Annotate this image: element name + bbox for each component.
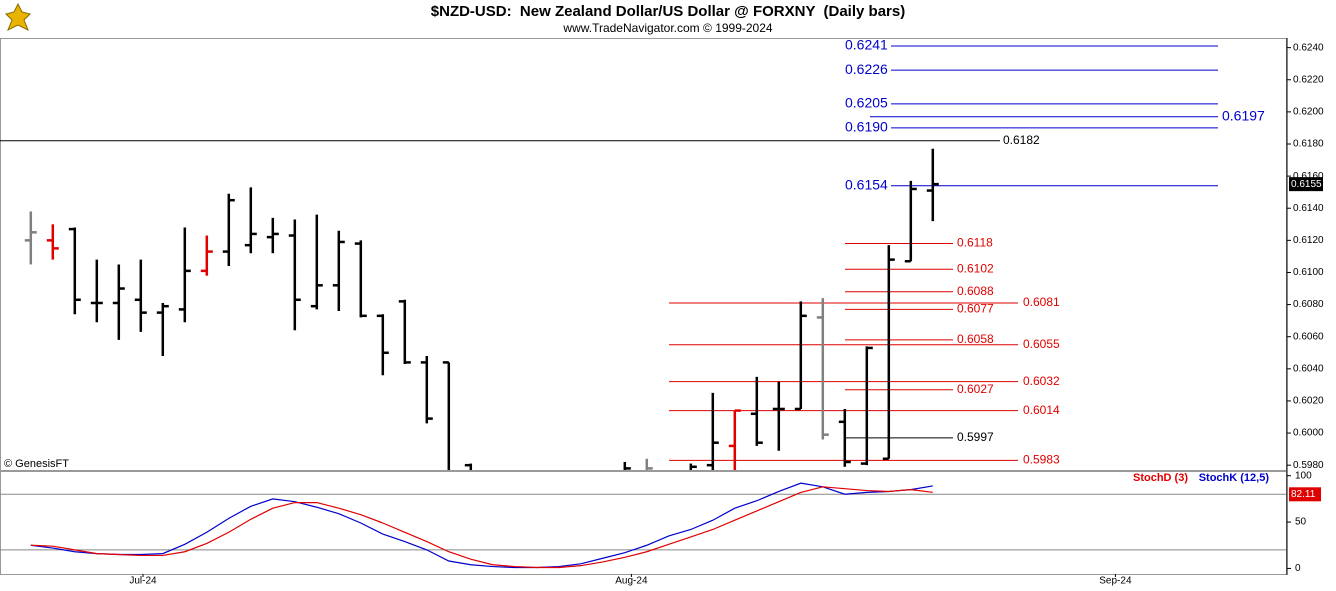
source: © GenesisFT	[4, 458, 69, 470]
level-label: 0.6118	[957, 236, 993, 250]
y-tick-label: 0.6200	[1293, 107, 1324, 118]
y-tick-label: 100	[1295, 470, 1312, 481]
y-tick-label: 0.6060	[1293, 331, 1324, 342]
level-label: 0.6077	[957, 302, 994, 316]
level-label: 0.6027	[957, 382, 994, 396]
legend-entry: StochD (3)	[1133, 472, 1188, 484]
y-tick-label: 0.6120	[1293, 235, 1324, 246]
x-tick-label: Sep-24	[1099, 576, 1132, 587]
stoch-line	[30, 486, 933, 569]
level-label: 0.6226	[845, 61, 888, 77]
y-tick-label: 0.6180	[1293, 139, 1324, 150]
level-label: 0.6182	[1003, 133, 1040, 147]
y-tick-label: 0.6000	[1293, 428, 1324, 439]
y-tick-label: 50	[1295, 517, 1307, 528]
level-label: 0.6014	[1023, 403, 1060, 417]
level-label: 0.6241	[845, 37, 888, 53]
last-price-label: 0.6155	[1291, 179, 1322, 190]
chart-title: $NZD-USD: New Zealand Dollar/US Dollar @…	[431, 3, 905, 20]
x-tick-label: Aug-24	[615, 576, 648, 587]
level-label: 0.6055	[1023, 337, 1060, 351]
level-label: 0.6205	[845, 95, 888, 111]
last-value-box	[1289, 487, 1321, 502]
logo	[5, 2, 31, 32]
level-label: 0.6197	[1222, 107, 1265, 123]
y-tick-label: 0.6220	[1293, 74, 1324, 85]
level-label: 0.6190	[845, 119, 888, 135]
level-label: 0.6088	[957, 284, 994, 298]
y-tick-label: 0.6100	[1293, 267, 1324, 278]
y-tick-label: 0.6040	[1293, 363, 1324, 374]
last-value-label: 82.11	[1291, 489, 1316, 500]
chart-subtitle: www.TradeNavigator.com © 1999-2024	[562, 21, 772, 35]
level-label: 0.6058	[957, 332, 994, 346]
last-price-box	[1289, 177, 1323, 192]
level-label: 0.6102	[957, 261, 994, 275]
level-label: 0.6081	[1023, 295, 1060, 309]
y-tick-label: 0.6080	[1293, 299, 1324, 310]
level-label: 0.6154	[845, 176, 888, 192]
y-tick-label: 0.5980	[1293, 460, 1324, 471]
y-tick-label: 0.6160	[1293, 171, 1324, 182]
y-tick-label: 0	[1295, 563, 1301, 574]
stoch-line	[30, 482, 933, 569]
x-tick-label: Jul-24	[129, 576, 157, 587]
y-tick-label: 0.6140	[1293, 203, 1324, 214]
level-label: 0.5983	[1023, 453, 1060, 467]
y-tick-label: 0.6240	[1293, 42, 1324, 53]
legend-entry: StochK (12,5)	[1199, 472, 1270, 484]
y-tick-label: 0.6020	[1293, 396, 1324, 407]
level-label: 0.5997	[957, 430, 994, 444]
bars	[24, 148, 939, 470]
level-label: 0.6032	[1023, 374, 1060, 388]
